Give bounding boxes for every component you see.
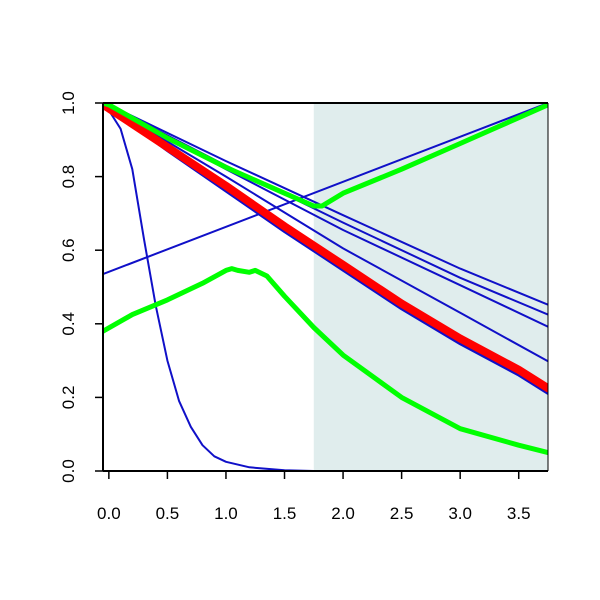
series-group bbox=[103, 103, 548, 471]
series-line-11 bbox=[103, 266, 548, 456]
series-line-1 bbox=[103, 107, 548, 471]
x-tick-label-6: 3.0 bbox=[448, 504, 472, 523]
x-tick-label-0: 0.0 bbox=[97, 504, 121, 523]
y-tick-label-3: 0.6 bbox=[59, 238, 78, 262]
y-tick-label-5: 1.0 bbox=[59, 91, 78, 115]
series-line-2 bbox=[103, 103, 548, 276]
y-tick-label-4: 0.8 bbox=[59, 165, 78, 189]
x-tick-label-2: 1.0 bbox=[214, 504, 238, 523]
y-tick-label-0: 0.0 bbox=[59, 459, 78, 483]
x-tick-label-7: 3.5 bbox=[507, 504, 531, 523]
x-tick-label-1: 0.5 bbox=[156, 504, 180, 523]
x-tick-label-5: 2.5 bbox=[390, 504, 414, 523]
y-tick-label-1: 0.2 bbox=[59, 386, 78, 410]
shaded-region bbox=[313, 103, 548, 471]
x-tick-label-3: 1.5 bbox=[273, 504, 297, 523]
x-tick-label-4: 2.0 bbox=[331, 504, 355, 523]
series-line-9 bbox=[103, 103, 548, 393]
series-line-10 bbox=[103, 103, 548, 209]
y-tick-label-2: 0.4 bbox=[59, 312, 78, 336]
